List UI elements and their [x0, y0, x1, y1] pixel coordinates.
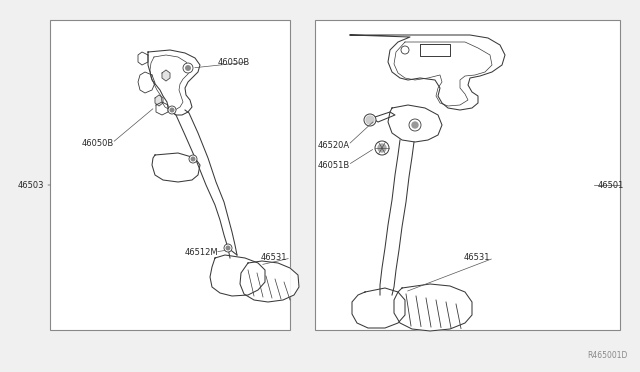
Circle shape [375, 141, 389, 155]
Text: 46531: 46531 [464, 253, 490, 263]
Circle shape [170, 108, 174, 112]
Polygon shape [148, 50, 200, 115]
Circle shape [366, 116, 374, 124]
Circle shape [189, 155, 197, 163]
Polygon shape [138, 72, 155, 93]
Circle shape [378, 144, 386, 152]
Polygon shape [350, 35, 505, 110]
Text: R465001D: R465001D [588, 350, 628, 359]
Circle shape [186, 66, 190, 70]
Text: 46512M: 46512M [185, 247, 219, 257]
Text: 46503: 46503 [18, 180, 45, 189]
Text: 46050B: 46050B [82, 138, 115, 148]
Text: 46051B: 46051B [318, 160, 350, 170]
Polygon shape [352, 288, 405, 328]
Circle shape [183, 63, 193, 73]
Circle shape [226, 246, 230, 250]
Circle shape [224, 244, 232, 252]
Circle shape [191, 157, 195, 161]
Text: 46501: 46501 [598, 180, 625, 189]
Bar [50, 20, 290, 330]
Polygon shape [156, 102, 168, 115]
Circle shape [364, 114, 376, 126]
Polygon shape [155, 95, 163, 106]
Circle shape [409, 119, 421, 131]
Polygon shape [138, 52, 148, 65]
Polygon shape [388, 105, 442, 142]
Polygon shape [162, 70, 170, 81]
Circle shape [412, 122, 418, 128]
Polygon shape [240, 261, 299, 302]
Text: 46050B: 46050B [218, 58, 250, 67]
Circle shape [168, 106, 176, 114]
Polygon shape [152, 153, 200, 182]
Text: 46531: 46531 [261, 253, 287, 263]
Text: 46520A: 46520A [318, 141, 350, 150]
Polygon shape [210, 255, 265, 296]
Polygon shape [394, 284, 472, 331]
Bar [315, 20, 620, 330]
Polygon shape [372, 112, 395, 122]
